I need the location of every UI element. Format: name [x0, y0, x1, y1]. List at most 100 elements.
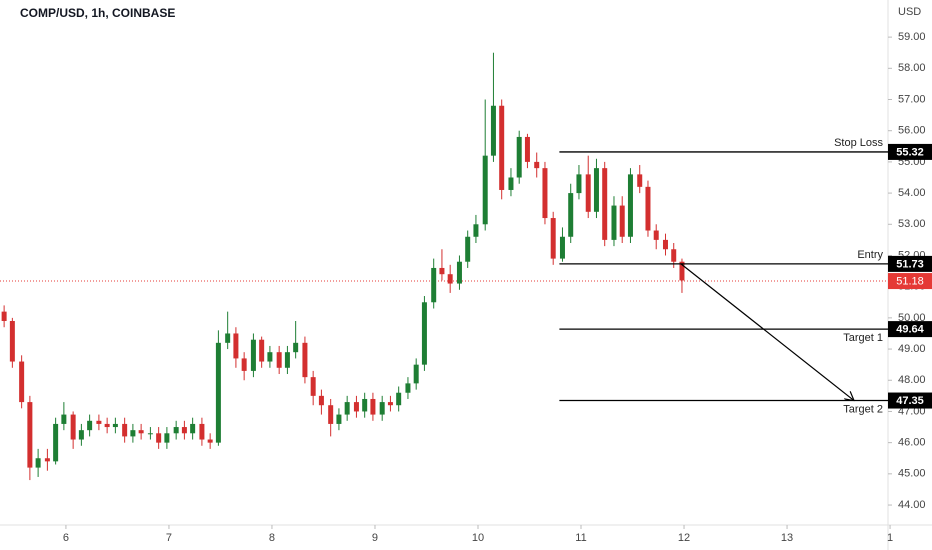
candle-body [542, 168, 548, 219]
candle-body [585, 174, 591, 212]
candle-body [550, 218, 556, 259]
candle-body [370, 398, 376, 415]
candle-body [465, 236, 471, 262]
candle-body [379, 402, 385, 415]
chart-title: COMP/USD, 1h, COINBASE [20, 6, 175, 20]
level-price-box [888, 392, 932, 409]
candle-body [250, 339, 256, 371]
candle-body [344, 402, 350, 415]
candle-body [27, 402, 33, 468]
candle-body [387, 402, 393, 406]
y-tick-label: 44.00 [898, 499, 926, 511]
candle-body [627, 174, 633, 237]
level-price-box [888, 321, 932, 338]
candle-body [473, 224, 479, 237]
candle-body [619, 205, 625, 237]
x-tick-label: 8 [269, 532, 275, 544]
x-tick-label: 11 [575, 532, 586, 544]
candle-body [181, 427, 187, 434]
candle-body [259, 339, 265, 362]
level-price-label: 51.73 [896, 258, 924, 270]
candle-body [199, 423, 205, 440]
candle-body [318, 395, 324, 406]
level-price-box [888, 255, 932, 272]
candle-body [611, 205, 617, 240]
candle-body [637, 174, 643, 187]
candle-body [122, 423, 128, 437]
candle-body [276, 352, 282, 368]
candle-body [78, 430, 84, 440]
candle-body [35, 458, 41, 468]
candle-body [1, 311, 7, 321]
y-tick-label: 49.00 [898, 343, 926, 355]
last-price-box [888, 273, 932, 290]
x-tick-label: 10 [472, 532, 484, 544]
y-tick-label: 48.00 [898, 374, 926, 386]
candle-body [534, 161, 540, 169]
candle-body [207, 439, 213, 443]
candle-body [602, 168, 608, 240]
candle-body [53, 423, 59, 462]
candle-body [671, 249, 677, 262]
candle-body [70, 414, 76, 440]
candle-body [516, 136, 522, 178]
candle-body [293, 342, 299, 353]
y-tick-label: 59.00 [898, 31, 926, 43]
level-price-label: 55.32 [896, 146, 924, 158]
candle-body [302, 342, 308, 378]
candle-body [267, 352, 273, 362]
candle-body [653, 230, 659, 240]
candle-body [662, 239, 668, 250]
candle-body [104, 423, 110, 428]
candle-body [679, 261, 685, 281]
candle-body [44, 458, 50, 462]
x-tick-label: 12 [678, 532, 690, 544]
candle-body [524, 136, 530, 162]
candle-body [405, 383, 411, 393]
y-tick-label: 53.00 [898, 218, 926, 230]
candle-body [310, 377, 316, 396]
candle-body [61, 414, 67, 424]
x-tick-label: 13 [781, 532, 793, 544]
candle-body [576, 174, 582, 194]
candle-body [499, 105, 505, 190]
projection-arrow [680, 263, 854, 401]
y-tick-label: 50.00 [898, 312, 926, 324]
candle-body [284, 352, 290, 368]
candle-body [490, 105, 496, 156]
candle-body [147, 433, 153, 435]
x-tick-label: 9 [372, 532, 378, 544]
candle-body [328, 405, 334, 424]
candle-body [431, 267, 437, 303]
y-tick-label: 57.00 [898, 93, 926, 105]
candle-body [439, 267, 445, 275]
level-price-box [888, 143, 932, 160]
x-tick-label: 6 [63, 532, 69, 544]
candle-body [96, 420, 102, 424]
candle-body [87, 420, 93, 431]
level-price-label: 47.35 [896, 395, 924, 407]
candle-body [559, 236, 565, 259]
level-label: Entry [857, 249, 883, 261]
candle-body [413, 364, 419, 384]
candle-body [112, 423, 118, 428]
candle-body [130, 430, 136, 437]
candle-body [593, 168, 599, 212]
candle-body [482, 155, 488, 225]
candle-body [225, 333, 231, 343]
level-label: Target 2 [843, 403, 883, 415]
candle-body [456, 261, 462, 284]
candle-body [336, 414, 342, 424]
candle-body [353, 402, 359, 412]
candle-body [156, 433, 162, 443]
level-label: Stop Loss [834, 137, 883, 149]
x-tick-label: 1 [887, 532, 893, 544]
candle-body [173, 427, 179, 434]
candle-body [9, 320, 15, 362]
last-price-label: 51.18 [896, 275, 924, 287]
currency-label: USD [898, 6, 921, 18]
candle-body [190, 423, 196, 434]
level-label: Target 1 [843, 332, 883, 344]
y-tick-label: 45.00 [898, 468, 926, 480]
